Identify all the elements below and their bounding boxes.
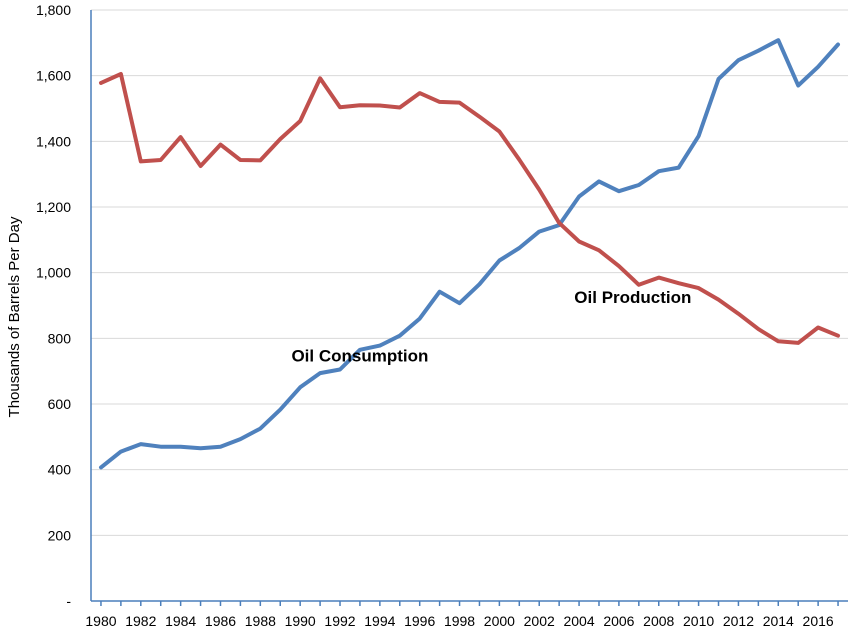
x-tick-label: 2016 <box>803 613 834 629</box>
x-tick-label: 1998 <box>444 613 475 629</box>
x-tick-label: 1988 <box>245 613 276 629</box>
x-tick-label: 2000 <box>484 613 515 629</box>
x-tick-label: 1984 <box>165 613 196 629</box>
y-axis-title: Thousands of Barrels Per Day <box>6 216 23 417</box>
x-tick-label: 2010 <box>683 613 714 629</box>
y-tick-label: - <box>66 593 71 609</box>
x-tick-label: 2002 <box>524 613 555 629</box>
y-tick-label: 200 <box>48 527 72 543</box>
gridlines <box>91 9 848 536</box>
x-tick-label: 2012 <box>723 613 754 629</box>
x-tick-label: 2006 <box>603 613 634 629</box>
x-tick-label: 2008 <box>643 613 674 629</box>
y-tick-label: 800 <box>48 330 72 346</box>
y-tick-label: 600 <box>48 396 72 412</box>
y-tick-label: 1,600 <box>36 68 71 84</box>
tick-labels: - 200 400 600 800 1,000 1,200 1,400 1,600 1,800 19… <box>36 2 834 629</box>
x-tick-label: 2004 <box>563 613 594 629</box>
y-tick-label: 1,800 <box>36 2 71 18</box>
y-tick-label: 1,000 <box>36 265 71 281</box>
y-tick-label: 1,400 <box>36 133 71 149</box>
x-tick-label: 1982 <box>125 613 156 629</box>
x-tick-label: 1986 <box>205 613 236 629</box>
x-tick-label: 1996 <box>404 613 435 629</box>
y-tick-label: 1,200 <box>36 199 71 215</box>
x-tick-label: 1990 <box>285 613 316 629</box>
y-tick-label: 400 <box>48 462 72 478</box>
series-annotation: Oil Consumption <box>291 346 428 365</box>
x-tick-label: 1980 <box>85 613 116 629</box>
x-tick-label: 1994 <box>364 613 395 629</box>
series-annotation: Oil Production <box>574 288 691 307</box>
series-lines <box>99 38 840 470</box>
x-tick-label: 2014 <box>763 613 794 629</box>
series-line-1 <box>99 38 840 470</box>
axes <box>90 10 848 606</box>
x-tick-label: 1992 <box>324 613 355 629</box>
series-line-2 <box>99 72 840 345</box>
series-annotations: Oil Consumption Oil Production <box>291 288 691 365</box>
